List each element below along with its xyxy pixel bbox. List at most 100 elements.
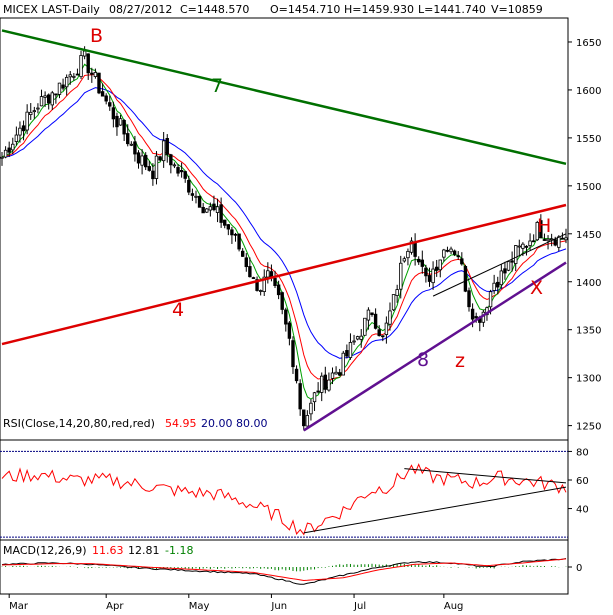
candle-body bbox=[143, 154, 148, 168]
annotation-4: 4 bbox=[172, 299, 184, 321]
candle-body bbox=[126, 133, 130, 145]
candle-body bbox=[244, 257, 248, 268]
candle-body bbox=[503, 268, 507, 274]
price-axis-label: 1500 bbox=[576, 182, 601, 193]
candle-body bbox=[140, 155, 144, 166]
rsi-trendline bbox=[303, 486, 567, 534]
candle-body bbox=[539, 220, 543, 239]
candle-body bbox=[309, 402, 313, 415]
rsi-upper-level: 80.00 bbox=[236, 417, 268, 430]
candle-body bbox=[219, 204, 223, 223]
candle-body bbox=[129, 143, 134, 146]
candle-body bbox=[97, 72, 101, 94]
candle-body bbox=[492, 282, 496, 291]
candle-body bbox=[32, 110, 37, 113]
candle-body bbox=[161, 140, 166, 162]
x-axis-label: May bbox=[189, 601, 210, 612]
x-axis-label: Aug bbox=[444, 601, 464, 612]
candle-body bbox=[373, 313, 378, 329]
candle-body bbox=[284, 309, 288, 325]
candle-body bbox=[208, 206, 213, 211]
candle-body bbox=[154, 155, 159, 179]
candle-body bbox=[291, 340, 295, 368]
candle-body bbox=[542, 239, 547, 241]
candle-body bbox=[25, 111, 29, 131]
price-axis-label: 1600 bbox=[576, 86, 601, 97]
candle-body bbox=[514, 245, 518, 264]
rsi-value: 54.95 bbox=[165, 417, 197, 430]
candle-body bbox=[104, 95, 108, 102]
candle-body bbox=[75, 73, 80, 76]
candle-body bbox=[158, 156, 162, 161]
candle-body bbox=[460, 258, 464, 265]
candle-body bbox=[359, 335, 363, 340]
candle-body bbox=[262, 276, 266, 292]
candle-body bbox=[82, 50, 87, 57]
candle-body bbox=[352, 340, 356, 343]
candle-body bbox=[151, 170, 155, 180]
candle-body bbox=[320, 375, 324, 393]
annotation-8: 8 bbox=[417, 349, 429, 371]
candle-body bbox=[100, 91, 105, 97]
candle-body bbox=[517, 245, 521, 248]
candle-body bbox=[337, 372, 342, 376]
price-axis-label: 1450 bbox=[576, 230, 601, 241]
candle-body bbox=[187, 179, 191, 193]
candle-body bbox=[381, 335, 385, 338]
price-axis-label: 1650 bbox=[576, 38, 601, 49]
candle-body bbox=[57, 82, 62, 95]
candle-body bbox=[179, 170, 184, 173]
candle-body bbox=[258, 290, 263, 292]
candle-body bbox=[169, 154, 173, 166]
candle-body bbox=[50, 92, 54, 106]
rsi-axis-label: 80 bbox=[576, 447, 589, 458]
candle-body bbox=[388, 310, 392, 325]
candle-body bbox=[47, 94, 51, 104]
candle-body bbox=[7, 147, 11, 153]
trendline-7 bbox=[1, 29, 567, 165]
candle-body bbox=[115, 115, 119, 128]
rsi-title: RSI(Close,14,20,80,red,red) bbox=[3, 417, 155, 430]
macd-signal-value: 12.81 bbox=[128, 544, 160, 557]
candle-body bbox=[230, 229, 234, 236]
candle-body bbox=[560, 237, 565, 240]
candle-body bbox=[438, 259, 442, 271]
candle-body bbox=[118, 118, 123, 126]
candle-body bbox=[269, 271, 274, 278]
candle-body bbox=[21, 125, 26, 132]
candle-body bbox=[449, 248, 453, 253]
trendline-8 bbox=[303, 261, 567, 432]
candle-body bbox=[86, 53, 90, 74]
candle-body bbox=[488, 291, 493, 308]
candle-body bbox=[434, 266, 439, 271]
candle-body bbox=[111, 107, 116, 120]
candle-body bbox=[108, 102, 112, 107]
price-panel: 1250 1300 1350 1400 1450 1500 1550 1600 1650 bbox=[0, 17, 601, 441]
candle-body bbox=[273, 277, 277, 286]
candle-body bbox=[90, 72, 94, 75]
candle-body bbox=[431, 268, 435, 284]
candle-body bbox=[553, 239, 557, 246]
candle-body bbox=[280, 292, 284, 310]
candle-body bbox=[496, 281, 500, 288]
candle-body bbox=[11, 143, 15, 151]
annotation-h: H bbox=[537, 215, 551, 237]
annotation-7: 7 bbox=[211, 75, 223, 97]
candle-body bbox=[316, 390, 320, 393]
candle-body bbox=[255, 279, 259, 291]
candle-body bbox=[452, 250, 457, 255]
macd-axis-label: 0 bbox=[576, 563, 582, 574]
header-date: 08/27/2012 bbox=[109, 3, 172, 16]
candle-body bbox=[363, 317, 367, 336]
macd-signal-line bbox=[1, 558, 567, 582]
candle-body bbox=[549, 238, 554, 241]
price-axis-label: 1350 bbox=[576, 326, 601, 337]
candle-body bbox=[406, 250, 410, 259]
candle-body bbox=[402, 258, 407, 262]
candle-body bbox=[197, 195, 202, 208]
candle-body bbox=[18, 127, 22, 136]
candle-body bbox=[266, 270, 270, 278]
candle-body bbox=[327, 379, 331, 391]
candle-body bbox=[147, 166, 151, 171]
